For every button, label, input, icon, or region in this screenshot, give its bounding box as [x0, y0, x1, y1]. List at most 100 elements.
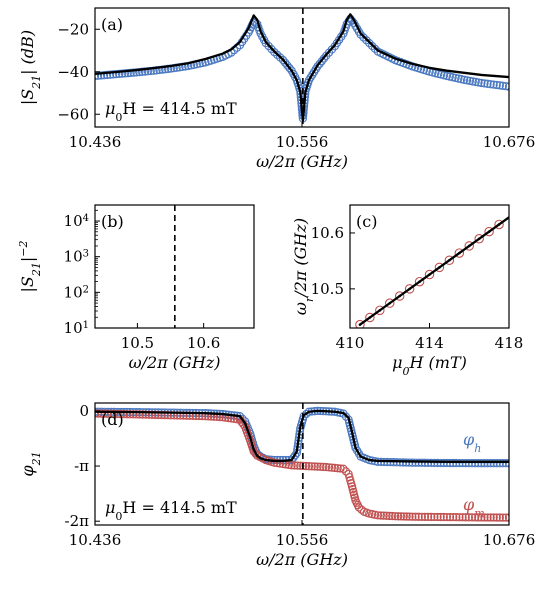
data-point	[370, 44, 380, 53]
data-point	[270, 48, 279, 57]
data-point	[486, 80, 495, 89]
data-point	[135, 410, 144, 419]
x-tick-label: 10.556	[276, 531, 329, 549]
data-point	[97, 409, 106, 418]
panel-a: 10.436 10.556 10.676 −20 −40 −60 ω/2π (GHz) |S2…	[18, 7, 535, 171]
data-point	[283, 61, 292, 70]
data-point	[420, 512, 430, 522]
marker-dot	[428, 273, 431, 276]
data-point	[427, 458, 436, 468]
y-axis-label: ωr/2π (GHz)	[291, 218, 316, 315]
x-tick-label: 10.6	[187, 334, 220, 352]
data-point	[109, 409, 119, 419]
data-point	[480, 513, 489, 522]
data-point	[424, 269, 435, 280]
x-tick-label: 10.436	[69, 133, 122, 151]
data-point	[417, 458, 426, 467]
data-point	[330, 463, 339, 473]
data-point	[281, 58, 290, 67]
data-point	[333, 464, 342, 473]
data-point	[367, 510, 377, 519]
data-point	[273, 50, 282, 59]
data-point	[480, 79, 489, 88]
data-point	[365, 509, 374, 518]
data-point	[298, 461, 308, 471]
data-point	[354, 503, 364, 512]
panel-d: 10.436 10.556 10.676 0 -π -2π ω/2π (GHz) φ21 (d)…	[18, 402, 535, 569]
data-point	[470, 513, 480, 522]
plot-area-a	[95, 8, 509, 127]
y-tick-label: -π	[74, 457, 89, 475]
x-tick-label: 10.676	[483, 531, 536, 549]
marker-dot	[418, 280, 421, 284]
data-point	[290, 451, 300, 460]
marker-dot	[497, 223, 501, 226]
data-point	[233, 357, 240, 364]
data-point	[489, 80, 498, 89]
data-point	[495, 81, 504, 90]
x-axis-label: ω/2π (GHz)	[129, 353, 221, 372]
data-point	[248, 357, 255, 364]
data-point	[462, 76, 472, 85]
data-point	[433, 512, 442, 522]
marker-dot	[408, 287, 411, 291]
data-point	[474, 459, 483, 468]
x-tick-label: 10.556	[276, 133, 329, 151]
y-axis-label: φ21	[18, 451, 43, 476]
data-point	[307, 462, 316, 471]
data-point	[278, 55, 288, 65]
data-point	[396, 512, 406, 521]
data-point	[474, 234, 484, 244]
data-point	[313, 462, 322, 471]
y-axis-label: |S21| (dB)	[18, 30, 43, 105]
data-point	[116, 409, 125, 419]
field-annotation: μ0H = 414.5 mT	[105, 99, 237, 124]
data-point	[238, 357, 245, 364]
data-point	[445, 458, 455, 468]
data-point	[319, 54, 329, 63]
data-point	[408, 458, 417, 467]
marker-dot	[358, 323, 362, 326]
data-point	[430, 458, 439, 468]
data-point	[384, 298, 395, 308]
data-point	[474, 513, 483, 522]
data-point	[442, 458, 452, 468]
data-point	[433, 458, 442, 468]
data-point	[455, 513, 464, 522]
data-point	[408, 512, 417, 521]
data-point	[489, 513, 498, 522]
data-point	[464, 241, 474, 251]
data-point	[501, 82, 509, 91]
data-point	[121, 358, 128, 365]
data-point	[477, 459, 486, 468]
data-point	[118, 358, 125, 365]
data-point	[483, 513, 492, 522]
data-point	[313, 62, 322, 71]
data-point	[492, 513, 501, 522]
data-point	[287, 461, 296, 470]
data-point	[492, 459, 501, 468]
data-point	[452, 513, 461, 522]
data-point	[461, 458, 470, 468]
data-point	[125, 410, 135, 419]
data-point	[483, 459, 492, 468]
data-point	[436, 512, 445, 522]
data-point	[464, 513, 473, 522]
data-point	[445, 512, 455, 522]
panel-label: (a)	[101, 15, 123, 34]
data-point	[94, 357, 101, 364]
data-point	[402, 512, 411, 521]
data-point	[382, 511, 391, 520]
data-point	[501, 513, 509, 522]
data-point	[458, 513, 467, 522]
data-point	[367, 41, 377, 51]
data-point	[477, 78, 486, 88]
data-point	[423, 512, 433, 522]
marker-dot	[378, 309, 382, 312]
data-point	[170, 344, 177, 351]
data-point	[220, 358, 227, 365]
data-point	[129, 68, 138, 77]
data-point	[404, 284, 415, 294]
y-tick-label: 103	[64, 248, 89, 266]
panel-label: (d)	[101, 410, 124, 429]
